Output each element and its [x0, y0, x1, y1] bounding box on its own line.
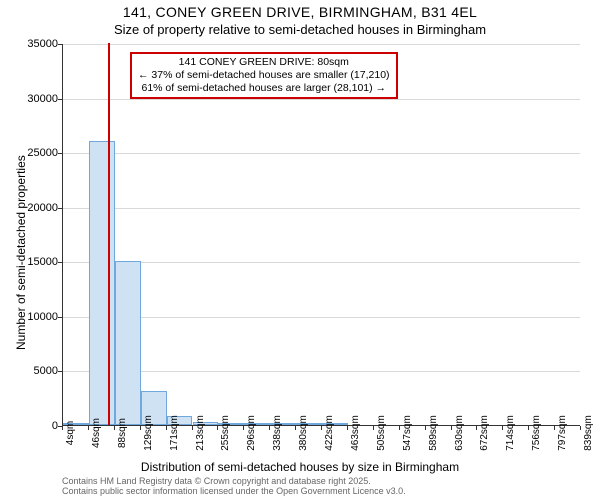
x-tick-label: 547sqm [402, 415, 413, 451]
x-tick-label: 422sqm [324, 415, 335, 451]
x-tick-mark [347, 426, 348, 430]
x-tick-mark [269, 426, 270, 430]
x-tick-label: 797sqm [557, 415, 568, 451]
annotation-line-1: 141 CONEY GREEN DRIVE: 80sqm [138, 56, 390, 69]
histogram-bar [89, 141, 115, 425]
footer: Contains HM Land Registry data © Crown c… [62, 476, 406, 497]
x-tick-mark [580, 426, 581, 430]
x-tick-label: 255sqm [220, 415, 231, 451]
x-tick-mark [399, 426, 400, 430]
y-tick-label: 0 [10, 420, 58, 432]
y-tick-label: 15000 [10, 256, 58, 268]
x-tick-label: 296sqm [246, 415, 257, 451]
x-tick-mark [114, 426, 115, 430]
y-tick-label: 20000 [10, 202, 58, 214]
x-tick-label: 630sqm [454, 415, 465, 451]
footer-line-2: Contains public sector information licen… [62, 486, 406, 496]
y-tick-label: 25000 [10, 147, 58, 159]
gridline [63, 44, 580, 45]
x-tick-label: 505sqm [376, 415, 387, 451]
x-tick-label: 380sqm [298, 415, 309, 451]
x-tick-label: 672sqm [479, 415, 490, 451]
marker-vertical-line [108, 43, 110, 425]
x-tick-label: 213sqm [195, 415, 206, 451]
x-tick-mark [62, 426, 63, 430]
chart-root: 141, CONEY GREEN DRIVE, BIRMINGHAM, B31 … [0, 0, 600, 500]
x-tick-mark [425, 426, 426, 430]
x-tick-mark [243, 426, 244, 430]
y-tick-label: 10000 [10, 311, 58, 323]
x-tick-label: 171sqm [169, 415, 180, 451]
x-tick-label: 4sqm [65, 421, 76, 445]
title-sub: Size of property relative to semi-detach… [0, 22, 600, 37]
x-tick-mark [321, 426, 322, 430]
x-axis-title: Distribution of semi-detached houses by … [0, 460, 600, 474]
y-tick-label: 35000 [10, 38, 58, 50]
x-tick-mark [88, 426, 89, 430]
x-tick-label: 839sqm [583, 415, 594, 451]
x-tick-mark [502, 426, 503, 430]
x-tick-mark [217, 426, 218, 430]
annotation-line-3: 61% of semi-detached houses are larger (… [138, 82, 390, 95]
annotation-line-2: ← 37% of semi-detached houses are smalle… [138, 69, 390, 82]
plot-area [62, 44, 580, 426]
gridline [63, 153, 580, 154]
annotation-box: 141 CONEY GREEN DRIVE: 80sqm ← 37% of se… [130, 52, 398, 99]
x-tick-mark [373, 426, 374, 430]
x-tick-mark [451, 426, 452, 430]
x-tick-label: 463sqm [350, 415, 361, 451]
x-tick-label: 129sqm [143, 415, 154, 451]
footer-line-1: Contains HM Land Registry data © Crown c… [62, 476, 406, 486]
y-tick-label: 30000 [10, 93, 58, 105]
x-tick-label: 756sqm [531, 415, 542, 451]
histogram-bar [115, 261, 141, 425]
x-tick-mark [140, 426, 141, 430]
x-tick-label: 714sqm [505, 415, 516, 451]
x-tick-mark [192, 426, 193, 430]
x-tick-mark [554, 426, 555, 430]
y-tick-label: 5000 [10, 365, 58, 377]
x-tick-mark [166, 426, 167, 430]
x-tick-mark [528, 426, 529, 430]
x-tick-mark [295, 426, 296, 430]
x-tick-label: 338sqm [272, 415, 283, 451]
title-main: 141, CONEY GREEN DRIVE, BIRMINGHAM, B31 … [0, 4, 600, 20]
x-tick-label: 589sqm [428, 415, 439, 451]
x-tick-label: 88sqm [117, 418, 128, 448]
gridline [63, 208, 580, 209]
x-tick-mark [476, 426, 477, 430]
x-tick-label: 46sqm [91, 418, 102, 448]
